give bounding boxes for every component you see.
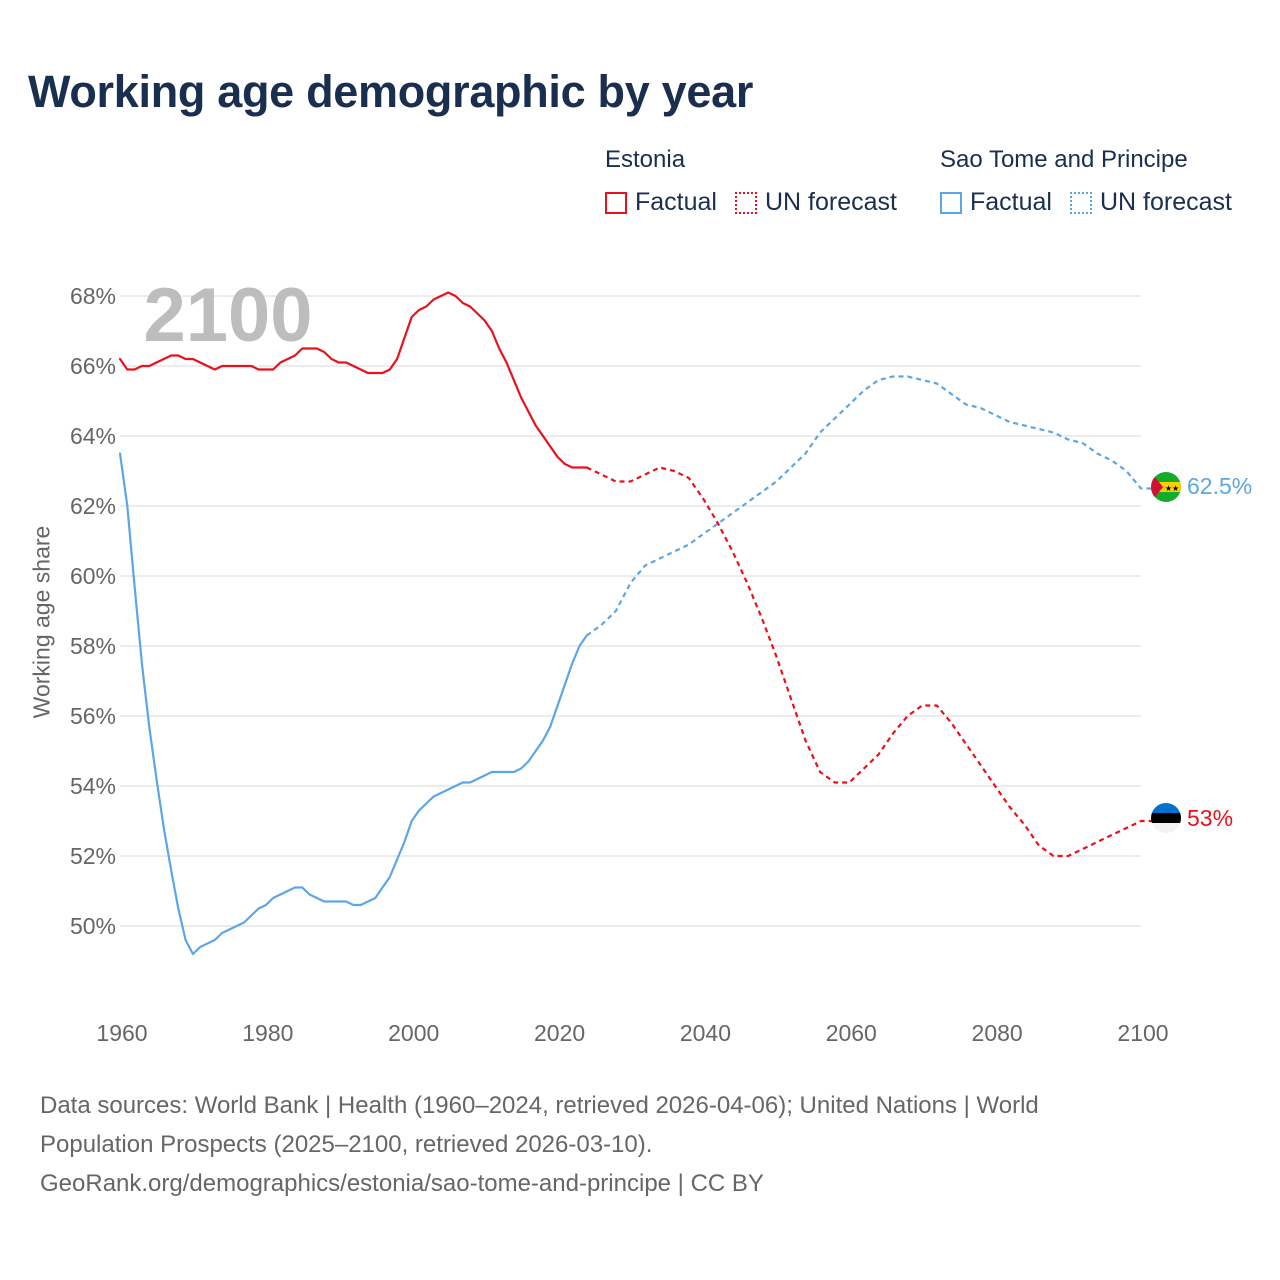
legend-label: Factual <box>635 188 717 216</box>
legend-label: UN forecast <box>1099 188 1232 216</box>
footer-line: GeoRank.org/demographics/estonia/sao-tom… <box>40 1170 764 1197</box>
legend-swatch-dotted <box>1069 191 1092 214</box>
series-line-estonia-factual <box>118 291 588 469</box>
legend-estonia-factual[interactable]: Factual <box>605 188 717 217</box>
legend-swatch-solid <box>940 191 962 214</box>
y-tick-label: 54% <box>70 773 116 799</box>
legend-label: Factual <box>970 188 1052 216</box>
legend-group-label: Sao Tome and Principe <box>940 146 1188 173</box>
y-tick-label: 56% <box>70 703 116 729</box>
legend-group-label: Estonia <box>605 146 686 173</box>
legend-sao-tome-factual[interactable]: Factual <box>940 188 1052 217</box>
y-tick-label: 62% <box>70 493 116 519</box>
series-line-estonia-forecast <box>586 466 1152 858</box>
x-tick-label: 2060 <box>826 1020 877 1046</box>
legend-group-estonia: Estonia Factual UN forecast <box>605 146 897 217</box>
x-tick-label: 1980 <box>242 1020 293 1046</box>
svg-text:★★: ★★ <box>1165 484 1179 493</box>
y-tick-label: 50% <box>70 913 116 939</box>
y-tick-label: 58% <box>70 633 116 659</box>
footer-sources: Data sources: World Bank | Health (1960–… <box>40 1086 1180 1203</box>
y-tick-label: 52% <box>70 843 116 869</box>
year-watermark: 2100 <box>143 273 312 358</box>
end-label-estonia: 53% <box>1187 805 1233 831</box>
y-tick-label: 66% <box>70 353 116 379</box>
legend-swatch-dotted <box>734 191 757 214</box>
y-tick-label: 64% <box>70 423 116 449</box>
x-tick-label: 2080 <box>972 1020 1023 1046</box>
y-tick-label: 68% <box>70 283 116 309</box>
series-line-sao-tome-and-principe-factual <box>118 452 588 956</box>
chart-title: Working age demographic by year <box>28 66 754 117</box>
end-label-sao-tome: 62.5% <box>1187 473 1252 499</box>
x-tick-label: 2040 <box>680 1020 731 1046</box>
series-line-sao-tome-and-principe-forecast <box>586 375 1152 637</box>
x-tick-label: 2020 <box>534 1020 585 1046</box>
sao-tome-flag-icon: ★★ <box>1151 472 1181 502</box>
y-tick-label: 60% <box>70 563 116 589</box>
legend-sao-tome-forecast[interactable]: UN forecast <box>1069 188 1232 217</box>
x-tick-label: 1960 <box>96 1020 147 1046</box>
legend-estonia-forecast[interactable]: UN forecast <box>734 188 897 217</box>
legend-group-sao-tome: Sao Tome and Principe Factual UN forecas… <box>940 146 1232 217</box>
x-tick-label: 2000 <box>388 1020 439 1046</box>
legend-label: UN forecast <box>764 188 897 216</box>
footer-line: Data sources: World Bank | Health (1960–… <box>40 1092 1039 1119</box>
footer-line: Population Prospects (2025–2100, retriev… <box>40 1131 653 1158</box>
legend-swatch-solid <box>605 191 627 214</box>
x-tick-label: 2100 <box>1117 1020 1168 1046</box>
estonia-flag-icon <box>1151 803 1181 833</box>
